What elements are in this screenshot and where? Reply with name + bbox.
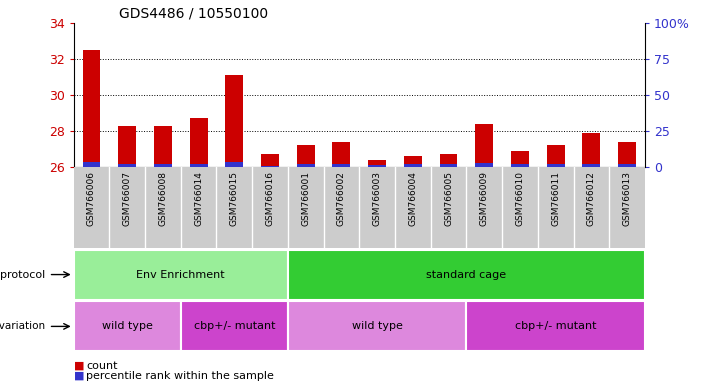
Bar xyxy=(547,164,564,167)
Bar xyxy=(190,118,207,167)
Bar xyxy=(118,164,136,167)
Bar xyxy=(83,50,100,167)
Text: wild type: wild type xyxy=(352,321,402,331)
Bar xyxy=(547,146,564,167)
Bar xyxy=(475,124,494,167)
Text: GSM766008: GSM766008 xyxy=(158,171,168,226)
Text: GSM766002: GSM766002 xyxy=(337,171,346,226)
Text: cbp+/- mutant: cbp+/- mutant xyxy=(193,321,275,331)
Bar xyxy=(225,162,243,167)
Text: ■: ■ xyxy=(74,371,84,381)
Bar xyxy=(583,133,600,167)
Bar xyxy=(261,166,279,167)
Bar xyxy=(181,301,288,351)
Text: Env Enrichment: Env Enrichment xyxy=(137,270,225,280)
Bar xyxy=(297,146,315,167)
Bar xyxy=(475,164,494,167)
Text: count: count xyxy=(86,361,118,371)
Bar xyxy=(618,164,636,167)
Bar xyxy=(368,160,386,167)
Text: GSM766011: GSM766011 xyxy=(551,171,560,226)
Text: GSM766014: GSM766014 xyxy=(194,171,203,226)
Text: standard cage: standard cage xyxy=(426,270,506,280)
Text: GSM766004: GSM766004 xyxy=(408,171,417,226)
Text: GSM766010: GSM766010 xyxy=(515,171,524,226)
Text: percentile rank within the sample: percentile rank within the sample xyxy=(86,371,274,381)
Bar xyxy=(404,164,422,167)
Text: GDS4486 / 10550100: GDS4486 / 10550100 xyxy=(119,7,268,20)
Bar xyxy=(154,126,172,167)
Text: protocol: protocol xyxy=(0,270,45,280)
Text: GSM766007: GSM766007 xyxy=(123,171,132,226)
Bar xyxy=(297,164,315,167)
Bar xyxy=(404,156,422,167)
Text: GSM766013: GSM766013 xyxy=(622,171,632,226)
Bar xyxy=(440,154,458,167)
Text: GSM766015: GSM766015 xyxy=(230,171,239,226)
Bar xyxy=(225,75,243,167)
Text: cbp+/- mutant: cbp+/- mutant xyxy=(515,321,597,331)
Bar xyxy=(332,142,350,167)
Text: GSM766001: GSM766001 xyxy=(301,171,311,226)
Bar xyxy=(288,301,466,351)
Bar xyxy=(74,301,181,351)
Bar xyxy=(261,154,279,167)
Text: genotype/variation: genotype/variation xyxy=(0,321,45,331)
Text: ■: ■ xyxy=(74,361,84,371)
Bar xyxy=(440,164,458,167)
Bar xyxy=(83,162,100,167)
Text: wild type: wild type xyxy=(102,321,153,331)
Text: GSM766003: GSM766003 xyxy=(373,171,381,226)
Text: GSM766009: GSM766009 xyxy=(479,171,489,226)
Bar xyxy=(118,126,136,167)
Text: GSM766006: GSM766006 xyxy=(87,171,96,226)
Bar xyxy=(511,151,529,167)
Bar xyxy=(74,250,288,300)
Bar xyxy=(618,142,636,167)
Bar xyxy=(332,164,350,167)
Bar xyxy=(583,164,600,167)
Bar xyxy=(511,164,529,167)
Bar xyxy=(368,165,386,167)
Bar xyxy=(190,164,207,167)
Text: GSM766012: GSM766012 xyxy=(587,171,596,226)
Bar xyxy=(288,250,645,300)
Bar xyxy=(154,164,172,167)
Text: GSM766005: GSM766005 xyxy=(444,171,453,226)
Bar xyxy=(466,301,645,351)
Text: GSM766016: GSM766016 xyxy=(266,171,275,226)
